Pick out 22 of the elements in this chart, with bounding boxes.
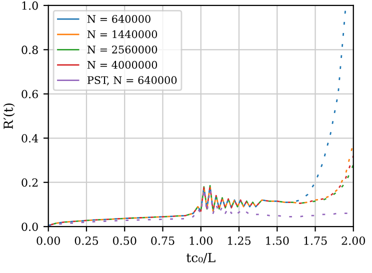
y-tick-label: 1.0 [22, 1, 38, 10]
y-tick-label: 0.4 [22, 134, 38, 143]
y-tick-label: 0.6 [22, 90, 38, 98]
x-tick-label: 0.75 [151, 236, 174, 245]
x-tick-label: 0.50 [112, 236, 136, 245]
y-tick-label: 0.8 [22, 46, 38, 54]
legend-label: N = 2560000 [87, 46, 158, 54]
x-tick-label: 0.00 [36, 236, 60, 245]
x-axis-title: tc₀/L [186, 253, 216, 264]
y-axis-title: R′(t) [3, 104, 15, 129]
x-tick-label: 1.50 [266, 236, 289, 245]
y-tick-label: 0.0 [22, 222, 38, 231]
x-tick-label: 0.25 [74, 236, 98, 245]
legend-label: PST, N = 640000 [87, 76, 177, 86]
y-tick-label: 0.2 [22, 178, 38, 187]
x-tick-label: 2.00 [342, 236, 366, 245]
x-tick-label: 1.25 [228, 236, 251, 245]
x-tick-label: 1.75 [304, 236, 327, 245]
legend-label: N = 640000 [87, 15, 150, 23]
legend-label: N = 1440000 [87, 30, 158, 38]
x-tick-label: 1.00 [190, 236, 213, 245]
legend-label: N = 4000000 [87, 60, 158, 69]
